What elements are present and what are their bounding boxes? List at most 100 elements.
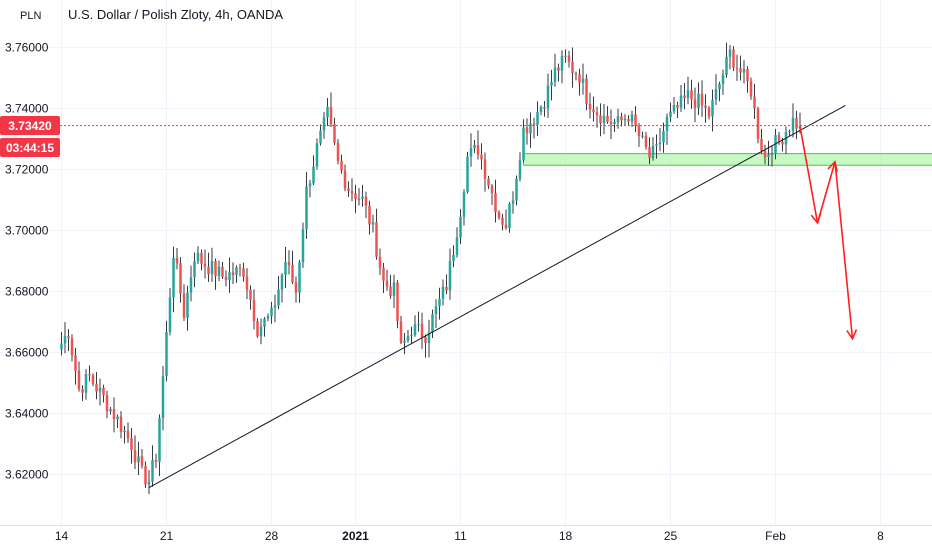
candle-body-up	[469, 148, 473, 157]
projection-leg[interactable]	[799, 126, 819, 224]
candle-body-down	[420, 323, 424, 337]
candle	[63, 322, 67, 354]
candle-body-up	[161, 375, 165, 419]
candle-body-down	[238, 267, 242, 269]
candle	[627, 115, 630, 126]
candle-body-down	[340, 160, 343, 171]
candle	[319, 124, 322, 146]
candle	[420, 312, 424, 350]
candle-body-down	[77, 370, 81, 389]
projection-arrows[interactable]	[799, 126, 858, 341]
candle	[525, 118, 529, 145]
candle	[207, 252, 210, 282]
candle-body-up	[774, 135, 777, 154]
candle	[522, 119, 525, 163]
candle	[161, 365, 165, 431]
candle-body-up	[151, 460, 154, 482]
candle	[154, 453, 158, 468]
candle-body-up	[193, 261, 196, 278]
candle	[564, 49, 567, 63]
candle	[644, 131, 648, 150]
candle-body-up	[522, 127, 525, 161]
candle-body-down	[700, 93, 704, 106]
candle-body-up	[662, 130, 665, 143]
candle	[634, 106, 637, 133]
time-axis[interactable]: 14 21 28 2021 11 18 25 Feb 8	[55, 529, 884, 543]
candle	[536, 101, 539, 136]
candle	[382, 263, 385, 294]
candle-body-up	[658, 142, 662, 145]
candle-body-down	[525, 127, 529, 134]
candle	[599, 103, 602, 137]
candle	[67, 329, 70, 352]
chart-title: U.S. Dollar / Polish Zloty, 4h, OANDA	[68, 7, 283, 22]
candle	[151, 445, 154, 487]
candle	[364, 191, 368, 219]
candle-body-up	[168, 297, 172, 333]
candle-body-down	[102, 387, 105, 396]
candle	[795, 110, 798, 140]
candle-body-up	[431, 314, 434, 333]
candle-body-down	[753, 96, 756, 109]
candle	[424, 334, 427, 358]
candle-body-down	[375, 222, 378, 257]
candle	[714, 74, 718, 106]
candle	[539, 105, 543, 116]
candle	[686, 76, 690, 105]
candle	[546, 73, 550, 118]
candle	[137, 441, 140, 475]
price-axis[interactable]: 3.62000 3.64000 3.66000 3.68000 3.70000 3.720…	[5, 41, 49, 482]
candle	[81, 385, 84, 401]
candle	[60, 331, 63, 356]
candle-body-down	[67, 336, 70, 339]
candle-body-down	[592, 109, 595, 113]
candle	[126, 422, 130, 443]
candle-body-down	[760, 138, 763, 151]
candle-body-up	[158, 418, 161, 462]
candle	[221, 261, 224, 280]
candle	[378, 248, 382, 275]
candle	[406, 329, 410, 343]
candle-body-up	[613, 122, 616, 124]
candle-body-down	[396, 282, 399, 322]
candle	[585, 74, 588, 111]
candle-body-up	[280, 274, 284, 290]
candle	[193, 252, 196, 288]
candle-body-up	[305, 186, 308, 230]
candle-body-down	[735, 67, 739, 69]
candle	[707, 106, 711, 120]
support-zone-rect[interactable]	[523, 153, 932, 166]
candle	[490, 184, 494, 205]
candle-body-down	[648, 146, 651, 159]
candle-body-down	[294, 282, 298, 293]
candle	[224, 270, 228, 287]
candle	[165, 320, 168, 382]
candle	[483, 152, 487, 192]
candle-body-down	[95, 383, 98, 392]
candle	[249, 285, 252, 310]
candle-body-up	[189, 277, 193, 293]
candle	[553, 53, 557, 87]
candle	[105, 390, 109, 419]
candle-body-down	[567, 55, 571, 62]
candle-body-up	[427, 332, 431, 343]
candle-body-up	[767, 154, 770, 157]
projection-leg[interactable]	[834, 161, 854, 339]
candle	[112, 397, 116, 433]
candle-body-down	[424, 336, 427, 343]
candle	[588, 92, 592, 119]
projection-leg[interactable]	[816, 161, 836, 224]
candle-body-up	[630, 114, 634, 122]
trendline[interactable]	[148, 105, 846, 489]
candle	[742, 60, 746, 84]
candle-body-up	[665, 116, 669, 131]
trendline-drawing[interactable]	[148, 105, 846, 489]
candle-body-down	[704, 105, 707, 108]
candle	[88, 365, 91, 382]
candle	[396, 280, 399, 329]
candle	[434, 299, 438, 329]
candle-body-down	[74, 355, 77, 371]
candle	[466, 151, 469, 194]
candle	[735, 54, 739, 81]
